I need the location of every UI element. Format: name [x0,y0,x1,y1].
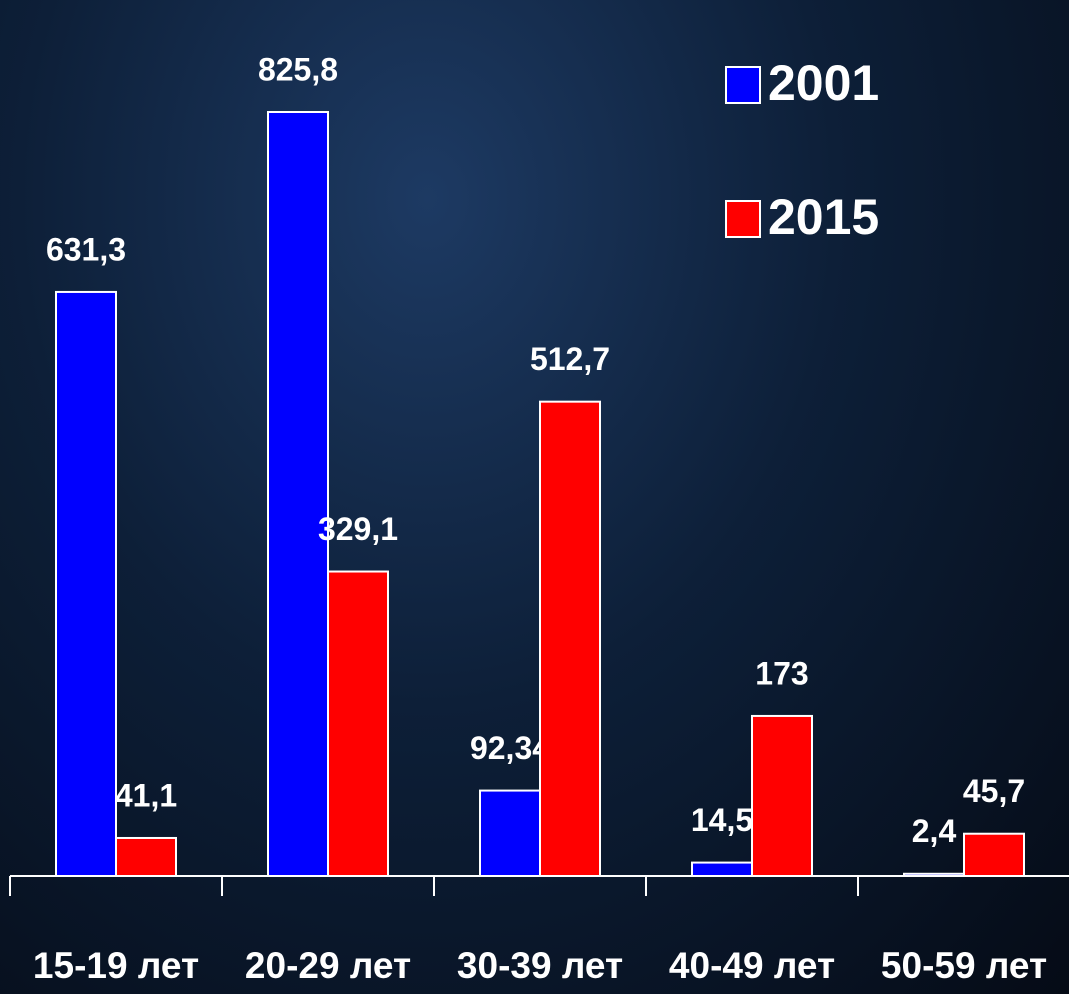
legend-label: 2001 [768,55,879,111]
legend-swatch [725,66,761,104]
bar [267,111,329,877]
x-tick-label: 20-29 лет [245,945,411,986]
bar [539,400,601,877]
data-label: 173 [755,655,808,691]
data-label: 92,34 [470,730,550,766]
data-label: 825,8 [258,51,338,87]
data-label: 329,1 [318,511,398,547]
x-tick-label: 50-59 лет [881,945,1047,986]
legend-swatch [725,200,761,238]
x-tick-label: 30-39 лет [457,945,623,986]
data-label: 2,4 [912,813,957,849]
bar [691,861,753,878]
bar [327,570,389,877]
x-tick-label: 15-19 лет [33,945,199,986]
bar [903,872,965,877]
data-label: 14,5 [691,802,753,838]
legend-label: 2015 [768,189,879,245]
bar [963,832,1025,878]
data-label: 45,7 [963,773,1025,809]
bar [115,836,177,877]
bar [55,290,117,878]
bar [751,714,813,877]
data-label: 41,1 [115,777,177,813]
data-label: 512,7 [530,341,610,377]
x-tick-label: 40-49 лет [669,945,835,986]
bar [479,789,541,878]
data-label: 631,3 [46,231,126,267]
